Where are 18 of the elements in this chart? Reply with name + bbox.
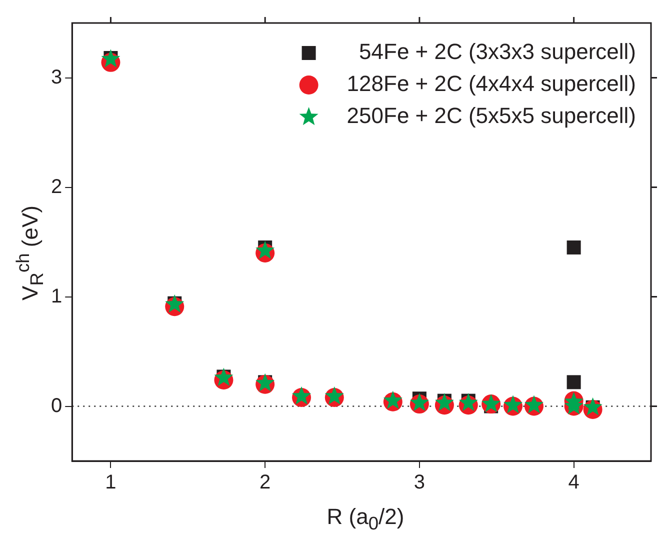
point bbox=[458, 392, 478, 412]
point bbox=[566, 375, 581, 390]
point bbox=[256, 240, 275, 259]
y-tick-label: 3 bbox=[51, 66, 62, 88]
x-tick-label: 1 bbox=[105, 472, 116, 494]
point bbox=[583, 397, 602, 416]
y-tick-label: 1 bbox=[51, 285, 62, 308]
x-tick-label: 4 bbox=[568, 472, 580, 494]
x-tick-label: 2 bbox=[260, 472, 271, 494]
point bbox=[566, 240, 581, 254]
legend-label: 250Fe + 2C (5x5x5 supercell) bbox=[346, 103, 636, 128]
x-axis-title: R (a$_{0}$/2) bbox=[326, 504, 404, 534]
legend-label: 128Fe + 2C (4x4x4 supercell) bbox=[346, 71, 636, 96]
y-tick-label: 2 bbox=[51, 176, 62, 198]
y-tick-label: 0 bbox=[51, 394, 62, 417]
point bbox=[434, 392, 454, 412]
x-tick-label: 3 bbox=[414, 472, 426, 494]
legend-label: 54Fe + 2C (3x3x3 supercell) bbox=[359, 39, 636, 64]
